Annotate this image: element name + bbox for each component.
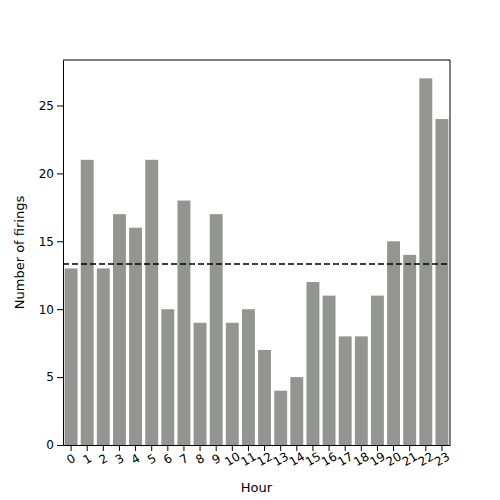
- bar: [290, 377, 303, 445]
- bar: [145, 160, 158, 445]
- y-axis-line: [63, 61, 64, 446]
- y-tick: 0: [46, 438, 63, 452]
- y-tick-label: 20: [39, 167, 54, 181]
- y-tick-mark: [57, 377, 63, 378]
- x-tick-label: 0: [64, 451, 78, 467]
- bar: [355, 336, 368, 445]
- x-tick-label: 23: [432, 449, 452, 469]
- frame-top: [63, 60, 450, 61]
- x-tick: 4: [129, 445, 143, 467]
- y-tick-label: 25: [39, 99, 54, 113]
- x-tick-mark: [216, 445, 217, 451]
- x-tick: 23: [432, 445, 452, 469]
- y-tick: 15: [39, 235, 63, 249]
- x-tick-label: 7: [177, 451, 191, 467]
- x-tick: 6: [161, 445, 175, 467]
- bar: [339, 336, 352, 445]
- bar: [129, 228, 142, 445]
- x-tick-mark: [135, 445, 136, 451]
- x-axis: 01234567891011121314151617181920212223: [64, 445, 453, 469]
- x-tick-mark: [71, 445, 72, 451]
- y-tick-mark: [57, 241, 63, 242]
- x-tick: 3: [113, 445, 127, 467]
- x-tick: 0: [64, 445, 78, 467]
- x-tick-label: 2: [97, 451, 111, 467]
- x-tick: 7: [177, 445, 191, 467]
- x-tick-mark: [103, 445, 104, 451]
- x-axis-line: [64, 445, 451, 446]
- bar: [306, 282, 319, 445]
- y-tick-mark: [57, 105, 63, 106]
- mean-line: [63, 263, 450, 265]
- x-tick: 5: [145, 445, 159, 467]
- x-tick-label: 3: [113, 451, 127, 467]
- y-tick-label: 5: [46, 370, 54, 384]
- x-tick: 1: [80, 445, 94, 467]
- x-tick-mark: [183, 445, 184, 451]
- y-tick: 20: [39, 167, 63, 181]
- bar: [435, 119, 448, 445]
- y-axis: 0 5 10 15 20 25: [39, 61, 64, 453]
- y-tick: 5: [46, 370, 63, 384]
- x-tick-mark: [167, 445, 168, 451]
- bar: [258, 350, 271, 445]
- bar: [226, 323, 239, 445]
- x-tick-label: 1: [80, 451, 94, 467]
- x-tick-label: 5: [145, 451, 159, 467]
- bar: [97, 268, 110, 445]
- y-tick-label: 10: [39, 303, 54, 317]
- x-tick: 2: [97, 445, 111, 467]
- chart: 0123456789101112131415161718192021222305…: [0, 0, 500, 500]
- bar: [323, 296, 336, 445]
- x-tick-label: 4: [129, 451, 143, 467]
- y-tick-mark: [57, 445, 63, 446]
- x-tick-label: 6: [161, 451, 175, 467]
- bar: [403, 255, 416, 445]
- x-tick-label: 8: [193, 451, 207, 467]
- y-tick: 10: [39, 303, 63, 317]
- x-tick: 9: [209, 445, 223, 467]
- frame-right: [450, 60, 451, 445]
- bar: [242, 309, 255, 445]
- y-tick-mark: [57, 173, 63, 174]
- x-tick: 8: [193, 445, 207, 467]
- y-tick-label: 15: [39, 235, 54, 249]
- x-axis-title: Hour: [241, 480, 273, 495]
- y-tick: 25: [39, 99, 63, 113]
- bar: [387, 241, 400, 445]
- bar: [161, 309, 174, 445]
- marks: [63, 78, 450, 445]
- bar: [274, 391, 287, 445]
- x-tick-label: 9: [209, 451, 223, 467]
- bar: [113, 214, 126, 445]
- bar: [194, 323, 207, 445]
- bar: [210, 214, 223, 445]
- bar: [177, 201, 190, 445]
- bar: [419, 78, 432, 445]
- bar: [371, 296, 384, 445]
- plot: 0123456789101112131415161718192021222305…: [39, 60, 452, 469]
- x-tick-mark: [151, 445, 152, 451]
- x-tick-mark: [200, 445, 201, 451]
- y-tick-label: 0: [46, 438, 54, 452]
- y-tick-mark: [57, 309, 63, 310]
- bar: [65, 268, 78, 445]
- y-axis-title: Number of firings: [12, 196, 27, 310]
- x-tick-mark: [119, 445, 120, 451]
- x-tick-mark: [87, 445, 88, 451]
- bar: [81, 160, 94, 445]
